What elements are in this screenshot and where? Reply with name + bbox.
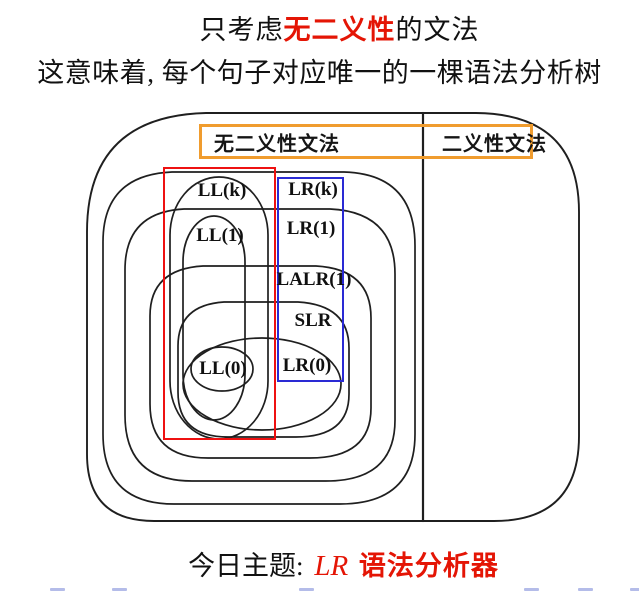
- footer-lr-math: LR: [314, 550, 349, 582]
- nav-dash: [112, 588, 127, 591]
- lalr-1-set-curve: [149, 265, 372, 459]
- set-label-ll-k: LL(k): [197, 180, 247, 201]
- nav-dash: [299, 588, 314, 591]
- lr-family-highlight-box: [277, 177, 344, 382]
- title-highlight: 无二义性: [283, 15, 396, 45]
- page-title: 只考虑无二义性的文法: [40, 14, 639, 46]
- set-label-lr-k: LR(k): [288, 179, 338, 200]
- set-label-lalr-1: LALR(1): [276, 269, 352, 290]
- nav-dash: [630, 588, 639, 591]
- nav-dash: [524, 588, 539, 591]
- set-label-ll-1: LL(1): [196, 225, 244, 246]
- nav-dash: [50, 588, 65, 591]
- ll-family-highlight-box: [163, 167, 276, 440]
- outer-boundary-curve: [86, 112, 580, 522]
- title-prefix: 只考虑: [199, 15, 284, 45]
- grammar-type-header-box: 无二义性文法 二义性文法: [199, 124, 546, 159]
- ll-1-set-curve: [182, 215, 246, 421]
- set-label-ll-0: LL(0): [199, 358, 247, 379]
- unambiguous-grammar-label: 无二义性文法: [214, 133, 340, 155]
- ll-0-set-curve: [190, 346, 254, 392]
- footer-suffix: 语法分析器: [358, 551, 499, 581]
- set-label-slr: SLR: [294, 310, 332, 331]
- footer-topic: 今日主题: LR 语法分析器: [48, 551, 639, 581]
- subtitle: 这意味着, 每个句子对应唯一的一棵语法分析树: [37, 58, 602, 88]
- set-label-lr-1: LR(1): [286, 218, 336, 239]
- set-label-lr-0: LR(0): [282, 355, 332, 376]
- nav-dash: [578, 588, 593, 591]
- lr-1-set-curve: [124, 208, 396, 482]
- title-suffix: 的文法: [395, 15, 480, 45]
- ambiguous-grammar-label: 二义性文法: [442, 133, 547, 155]
- footer-prefix: 今日主题:: [188, 551, 304, 581]
- lr-k-set-curve: [102, 171, 416, 505]
